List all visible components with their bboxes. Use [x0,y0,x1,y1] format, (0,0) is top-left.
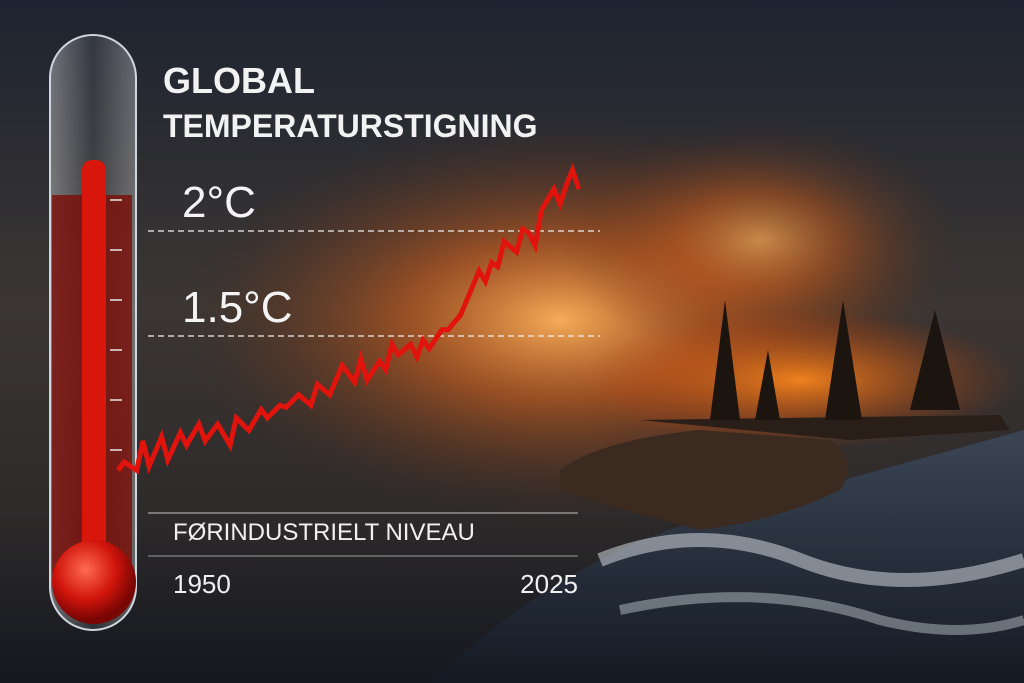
thermometer-scale [110,199,122,451]
sea [430,430,1024,683]
shore [640,415,1010,440]
wave [597,533,1024,587]
title: GLOBAL [163,60,315,101]
x-tick-label: 1950 [173,569,231,599]
wave [618,592,1024,635]
y-tick-label: 1.5°C [182,283,293,332]
thermometer-column [82,160,106,600]
sunset-glow [560,120,960,360]
x-tick-label: 2025 [520,569,578,599]
baseline-label: FØRINDUSTRIELT NIVEAU [173,519,475,546]
title: TEMPERATURSTIGNING [163,108,538,144]
temperature-line [115,163,582,475]
y-tick-label: 2°C [182,178,256,227]
fire-glow [580,310,1020,450]
trees [710,300,960,420]
thermometer-bulb [52,540,136,624]
rock-island [560,430,848,530]
